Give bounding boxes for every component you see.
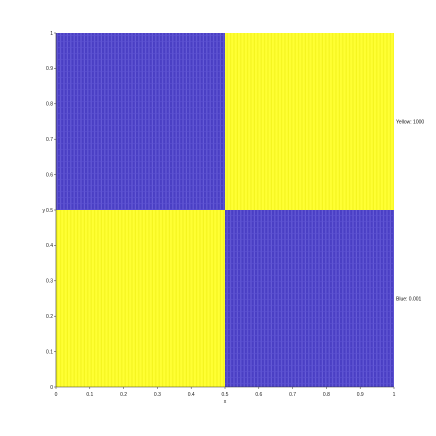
heatmap-cell-blue-3 — [225, 210, 394, 387]
y-tick-label: 0.8 — [46, 102, 53, 108]
x-tick-label: 0 — [55, 392, 58, 398]
y-tick-label: 0.3 — [46, 279, 53, 285]
x-tick-label: 0.9 — [357, 392, 364, 398]
x-tick-label: 0.5 — [222, 392, 229, 398]
heatmap-cells — [56, 33, 394, 387]
y-tick-label: 0.6 — [46, 172, 53, 178]
y-tick-label: 0.5 — [46, 208, 53, 214]
annotations: Yellow: 1000 Blue: 0.001 — [396, 120, 424, 303]
y-tick-label: 0.1 — [46, 349, 53, 355]
x-tick-label: 1 — [393, 392, 396, 398]
region-annotation-1: Blue: 0.001 — [396, 297, 422, 303]
y-tick-label: 0.9 — [46, 66, 53, 72]
heatmap-cell-blue-0 — [56, 33, 225, 210]
y-axis-label: y — [43, 208, 46, 214]
axes: 0 0.1 0.2 0.3 0.4 0.5 0.6 0.7 0.8 0.9 1 0 0.1 0.2 0.3 0… — [43, 31, 396, 405]
x-tick-label: 0.7 — [289, 392, 296, 398]
y-tick-label: 0.4 — [46, 243, 53, 249]
x-tick-label: 0.8 — [323, 392, 330, 398]
y-tick-label: 1 — [50, 31, 53, 37]
x-tick-label: 0.6 — [255, 392, 262, 398]
x-tick-label: 0.1 — [86, 392, 93, 398]
x-axis-label: x — [224, 399, 227, 405]
x-tick-label: 0.2 — [120, 392, 127, 398]
x-tick-label: 0.3 — [154, 392, 161, 398]
y-tick-label: 0 — [50, 385, 53, 391]
heatmap-cell-yellow-1 — [225, 33, 394, 210]
region-annotation-0: Yellow: 1000 — [396, 120, 424, 126]
y-tick-label: 0.2 — [46, 314, 53, 320]
x-tick-label: 0.4 — [188, 392, 195, 398]
y-tick-label: 0.7 — [46, 137, 53, 143]
heatmap-cell-yellow-2 — [56, 210, 225, 387]
